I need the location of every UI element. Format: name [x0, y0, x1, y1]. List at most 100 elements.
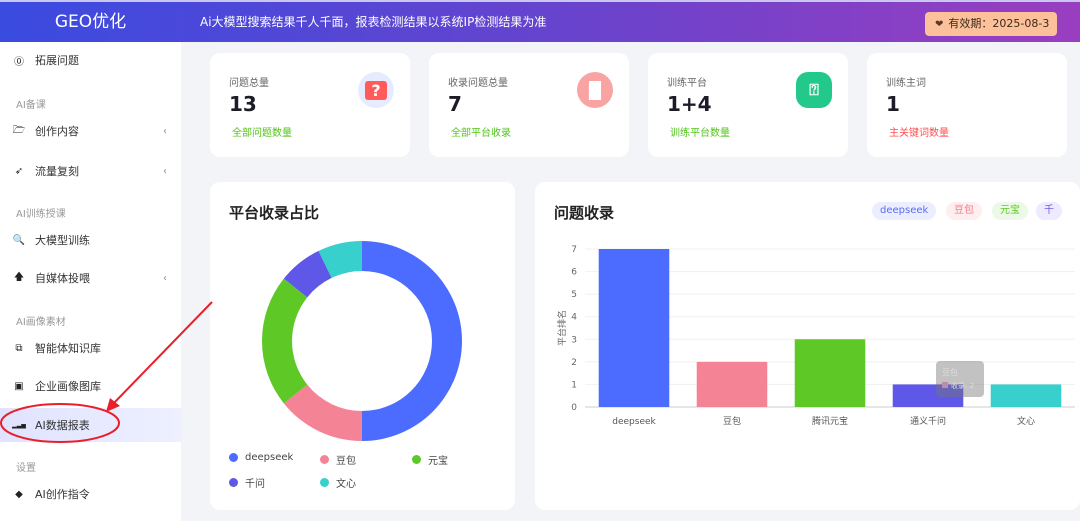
- bar-chart-icon: ▐▌: [577, 72, 613, 108]
- card-value: 1+4: [667, 92, 712, 116]
- legend-label: deepseek: [245, 452, 294, 463]
- card-subtitle[interactable]: 全部平台收录: [451, 128, 511, 139]
- sidebar-item-1[interactable]: 🗁 创作内容 ‹: [0, 114, 181, 148]
- legend-swatch: [320, 455, 329, 464]
- card-value: 7: [448, 92, 462, 116]
- card-subtitle[interactable]: 全部问题数量: [232, 128, 292, 139]
- card-value: 13: [229, 92, 257, 116]
- legend-item[interactable]: 文心: [320, 475, 356, 490]
- expiry-badge: ❤ 有效期：2025-08-3: [925, 12, 1058, 36]
- sidebar-item-0[interactable]: ⓪ 拓展问题: [0, 43, 181, 77]
- notice-text: Ai大模型搜索结果千人千面，报表检测结果以系统IP检测结果为准: [200, 15, 547, 29]
- copy-icon: ⧉: [15, 342, 23, 354]
- sidebar-item-2[interactable]: ➶ 流量复刻 ‹: [0, 154, 181, 188]
- card-title: 问题总量: [229, 78, 269, 89]
- legend-item[interactable]: 元宝: [412, 452, 448, 467]
- legend-swatch: [320, 478, 329, 487]
- expiry-text: 有效期：2025-08-3: [948, 17, 1050, 30]
- stat-card: 训练平台 1+4 训练平台数量 ⍰: [648, 53, 848, 157]
- bar-豆包[interactable]: [696, 361, 768, 407]
- search-question-icon: ⍰: [796, 72, 832, 108]
- stat-card: 收录问题总量 7 全部平台收录 ▐▌: [429, 53, 629, 157]
- bar-deepseek[interactable]: [598, 249, 670, 407]
- question-bubble-icon: ?: [358, 72, 394, 108]
- pie-slice-deepseek[interactable]: [362, 241, 462, 441]
- sidebar-item-6[interactable]: ▣ 企业画像图库: [0, 369, 181, 403]
- sidebar-item-3[interactable]: 🔍 大模型训练: [0, 223, 181, 257]
- legend-swatch: [229, 478, 238, 487]
- pie-panel: 平台收录占比 deepseek 豆包 元宝千问 文心: [210, 182, 515, 510]
- sidebar-item-7[interactable]: ▂▃▅ AI数据报表: [0, 408, 181, 442]
- platform-filter-tag[interactable]: 豆包: [946, 202, 982, 220]
- pie-slice-豆包[interactable]: [283, 384, 362, 441]
- card-value: 1: [886, 92, 900, 116]
- sidebar-item-4[interactable]: 🡅 自媒体投喂 ‹: [0, 261, 181, 295]
- diamond-icon: ❤: [935, 19, 944, 30]
- legend-label: 豆包: [336, 456, 356, 467]
- y-tick-label: 4: [571, 313, 577, 323]
- signal-bars-icon: ▂▃▅: [12, 421, 26, 429]
- x-tick-label: 文心: [1017, 415, 1035, 427]
- card-title: 收录问题总量: [448, 78, 508, 89]
- y-tick-label: 6: [571, 268, 577, 278]
- app-logo[interactable]: GEO优化: [54, 12, 127, 32]
- legend-label: 文心: [336, 479, 356, 490]
- folder-open-icon: 🗁: [12, 124, 26, 136]
- sidebar-group-label: 设置: [16, 463, 36, 474]
- svg-text:收录: 2: 收录: 2: [951, 381, 974, 390]
- sidebar-group-label: AI备课: [16, 100, 46, 111]
- sidebar-group-label: AI训练授课: [16, 209, 66, 220]
- donut-chart: [262, 241, 462, 441]
- pie-slice-文心[interactable]: [318, 241, 362, 278]
- card-title: 训练主词: [886, 78, 926, 89]
- pie-slice-千问[interactable]: [283, 250, 332, 298]
- y-tick-label: 3: [571, 335, 577, 345]
- y-tick-label: 7: [571, 245, 577, 255]
- platform-filter-tag[interactable]: 元宝: [992, 202, 1028, 220]
- x-tick-label: 腾讯元宝: [812, 415, 848, 427]
- bar-panel: 问题收录 0 1 2 3 4 5 6 7 平台排名 deepseek 豆包 腾讯元宝 通义千问 文心 豆包收…: [535, 182, 1080, 510]
- sidebar-item-label: 自媒体投喂: [35, 272, 90, 285]
- sidebar-item-8[interactable]: ◆ AI创作指令: [0, 477, 181, 511]
- svg-text:豆包: 豆包: [942, 367, 958, 377]
- pie-slice-元宝[interactable]: [262, 278, 308, 404]
- chevron-left-icon[interactable]: ‹: [163, 165, 167, 177]
- bar-title: 问题收录: [554, 204, 615, 222]
- pie-title: 平台收录占比: [229, 204, 320, 222]
- top-header: GEO优化 Ai大模型搜索结果千人千面，报表检测结果以系统IP检测结果为准 ❤ 有…: [0, 0, 1080, 42]
- sidebar-item-label: 创作内容: [35, 125, 79, 138]
- x-tick-label: 通义千问: [910, 415, 946, 427]
- legend-swatch: [412, 455, 421, 464]
- y-tick-label: 2: [571, 358, 577, 368]
- search-icon: 🔍: [12, 234, 26, 246]
- stat-card: 训练主词 1 主关键词数量: [867, 53, 1067, 157]
- y-tick-label: 0: [571, 403, 577, 413]
- tag-icon: ◆: [15, 488, 23, 500]
- legend-label: 元宝: [428, 456, 448, 467]
- bar-通义千问[interactable]: [892, 384, 964, 407]
- bar-文心[interactable]: [990, 384, 1062, 407]
- card-subtitle[interactable]: 训练平台数量: [670, 128, 730, 139]
- y-axis-label: 平台排名: [556, 310, 568, 346]
- bar-腾讯元宝[interactable]: [794, 339, 866, 407]
- x-tick-label: 豆包: [723, 415, 741, 427]
- chevron-left-icon[interactable]: ‹: [163, 272, 167, 284]
- platform-filter-tag[interactable]: deepseek: [872, 202, 937, 220]
- legend-item[interactable]: 豆包: [320, 452, 356, 467]
- rocket-icon: ➶: [14, 165, 24, 177]
- platform-filter-tag[interactable]: 千: [1036, 202, 1062, 220]
- sidebar-item-label: 流量复刻: [35, 165, 79, 178]
- sidebar-item-5[interactable]: ⧉ 智能体知识库: [0, 331, 181, 365]
- legend-item[interactable]: deepseek: [229, 452, 293, 463]
- legend-item[interactable]: 千问: [229, 475, 265, 490]
- image-icon: ▣: [14, 380, 24, 392]
- sidebar-item-label: AI数据报表: [35, 419, 90, 432]
- chevron-left-icon[interactable]: ‹: [163, 125, 167, 137]
- question-circle-icon: ⓪: [14, 56, 24, 68]
- card-subtitle[interactable]: 主关键词数量: [889, 128, 949, 139]
- sidebar-item-label: 大模型训练: [35, 234, 90, 247]
- arrow-up-icon: 🡅: [13, 271, 25, 283]
- sidebar-item-label: 拓展问题: [35, 54, 79, 67]
